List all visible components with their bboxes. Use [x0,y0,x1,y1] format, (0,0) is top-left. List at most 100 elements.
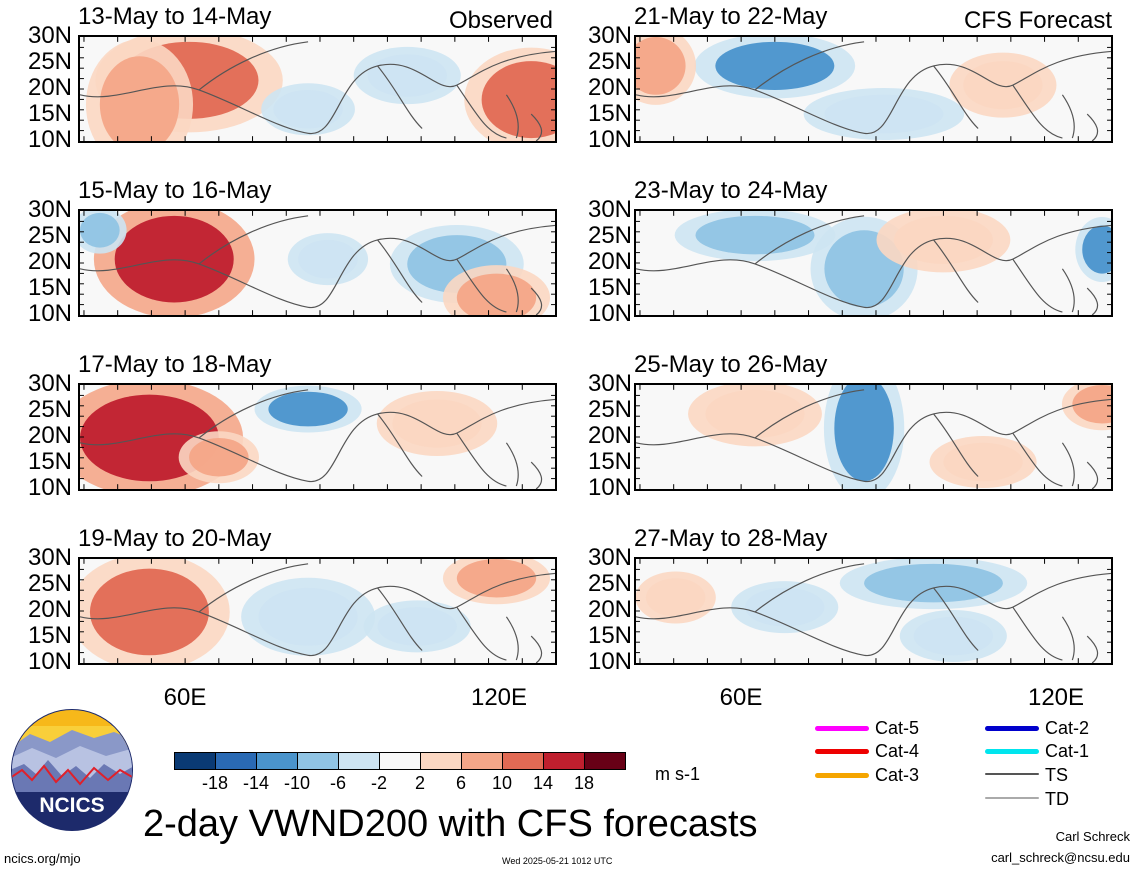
lat-tick-label: 25N [587,570,632,597]
lat-tick-label: 10N [587,648,632,675]
colorbar-swatch [174,752,216,770]
lat-tick-label: 20N [587,248,632,275]
storm-legend-line [985,749,1039,754]
lat-tick-label: 30N [27,370,72,397]
lat-tick-label: 20N [27,422,72,449]
colorbar-tick-label: 14 [532,773,554,793]
anomaly-map [634,35,1113,143]
storm-legend-label: Cat-5 [875,718,920,738]
anomaly-map [78,35,557,143]
colorbar-swatch [502,752,544,770]
lon-tick-label: 60E [163,684,207,711]
storm-legend-line [985,797,1039,799]
panel-title: 21-May to 22-May [634,3,828,30]
lat-tick-label: 30N [27,22,72,49]
lat-tick-label: 25N [27,48,72,75]
lat-tick-label: 10N [587,126,632,153]
lon-tick-label: 120E [1027,684,1085,711]
colorbar-swatch [461,752,503,770]
lat-tick-label: 15N [587,622,632,649]
storm-legend-label: TD [1045,789,1069,809]
lat-tick-label: 20N [27,596,72,623]
storm-legend-label: Cat-4 [875,741,920,761]
storm-legend-label: Cat-1 [1045,741,1090,761]
panel-title: 19-May to 20-May [78,525,272,552]
lat-tick-label: 10N [27,126,72,153]
lat-tick-label: 30N [587,370,632,397]
main-title: 2-day VWND200 with CFS forecasts [143,803,758,845]
colorbar-swatch [215,752,257,770]
anomaly-map [78,383,557,491]
lat-tick-label: 15N [27,274,72,301]
anomaly-map [634,557,1113,665]
storm-legend-label: Cat-3 [875,765,920,785]
panel-title: 27-May to 28-May [634,525,828,552]
lat-tick-label: 30N [27,196,72,223]
colorbar-tick-label: -6 [329,773,346,793]
lat-tick-label: 10N [27,474,72,501]
storm-legend-line [815,726,869,731]
lat-tick-label: 30N [27,544,72,571]
footer-url[interactable]: ncics.org/mjo [4,851,81,866]
ncics-logo: NCICS [10,708,134,832]
storm-legend-line [815,749,869,754]
colorbar-swatch [297,752,339,770]
anomaly-map [78,557,557,665]
lat-tick-label: 25N [27,570,72,597]
footer-timestamp: Wed 2025-05-21 1012 UTC [502,856,613,866]
lat-tick-label: 25N [27,222,72,249]
anomaly-map [634,383,1113,491]
svg-text:NCICS: NCICS [39,794,104,817]
colorbar-tick-label: 18 [573,773,595,793]
footer-author: Carl Schreck [1055,829,1130,844]
panel-title: 17-May to 18-May [78,351,272,378]
lat-tick-label: 15N [587,100,632,127]
lat-tick-label: 25N [587,222,632,249]
lat-tick-label: 20N [27,248,72,275]
lat-tick-label: 25N [27,396,72,423]
lat-tick-label: 30N [587,544,632,571]
lat-tick-label: 10N [587,300,632,327]
storm-legend-line [985,773,1039,775]
colorbar-tick-label: 10 [491,773,513,793]
lat-tick-label: 30N [587,22,632,49]
colorbar-swatch [543,752,585,770]
lat-tick-label: 10N [587,474,632,501]
lat-tick-label: 25N [587,396,632,423]
storm-legend-label: Cat-2 [1045,718,1090,738]
panel-source-label: CFS Forecast [963,7,1112,34]
lat-tick-label: 25N [587,48,632,75]
lat-tick-label: 20N [587,422,632,449]
colorbar-tick-label: -18 [201,773,228,793]
lat-tick-label: 20N [587,74,632,101]
colorbar-tick-label: -10 [283,773,310,793]
lat-tick-label: 10N [27,300,72,327]
colorbar-swatch [256,752,298,770]
colorbar-swatch [338,752,380,770]
colorbar-tick-label: 2 [414,773,425,793]
panel-title: 15-May to 16-May [78,177,272,204]
panel-title: 23-May to 24-May [634,177,828,204]
storm-legend-label: TS [1045,765,1069,785]
colorbar-tick-label: -2 [370,773,387,793]
colorbar-tick-label: -14 [242,773,269,793]
lat-tick-label: 10N [27,648,72,675]
storm-legend-line [815,773,869,778]
lat-tick-label: 15N [27,622,72,649]
colorbar-swatch [420,752,462,770]
lat-tick-label: 15N [587,448,632,475]
lon-tick-label: 120E [470,684,528,711]
lat-tick-label: 15N [27,448,72,475]
colorbar-units: m s-1 [655,764,700,784]
colorbar-tick-label: 6 [455,773,466,793]
footer-email[interactable]: carl_schreck@ncsu.edu [991,850,1130,865]
colorbar-swatch [584,752,626,770]
lat-tick-label: 15N [587,274,632,301]
anomaly-map [634,209,1113,317]
anomaly-map [78,209,557,317]
panel-title: 13-May to 14-May [78,3,272,30]
panel-title: 25-May to 26-May [634,351,828,378]
lon-tick-label: 60E [719,684,763,711]
panel-source-label: Observed [448,7,553,34]
lat-tick-label: 15N [27,100,72,127]
